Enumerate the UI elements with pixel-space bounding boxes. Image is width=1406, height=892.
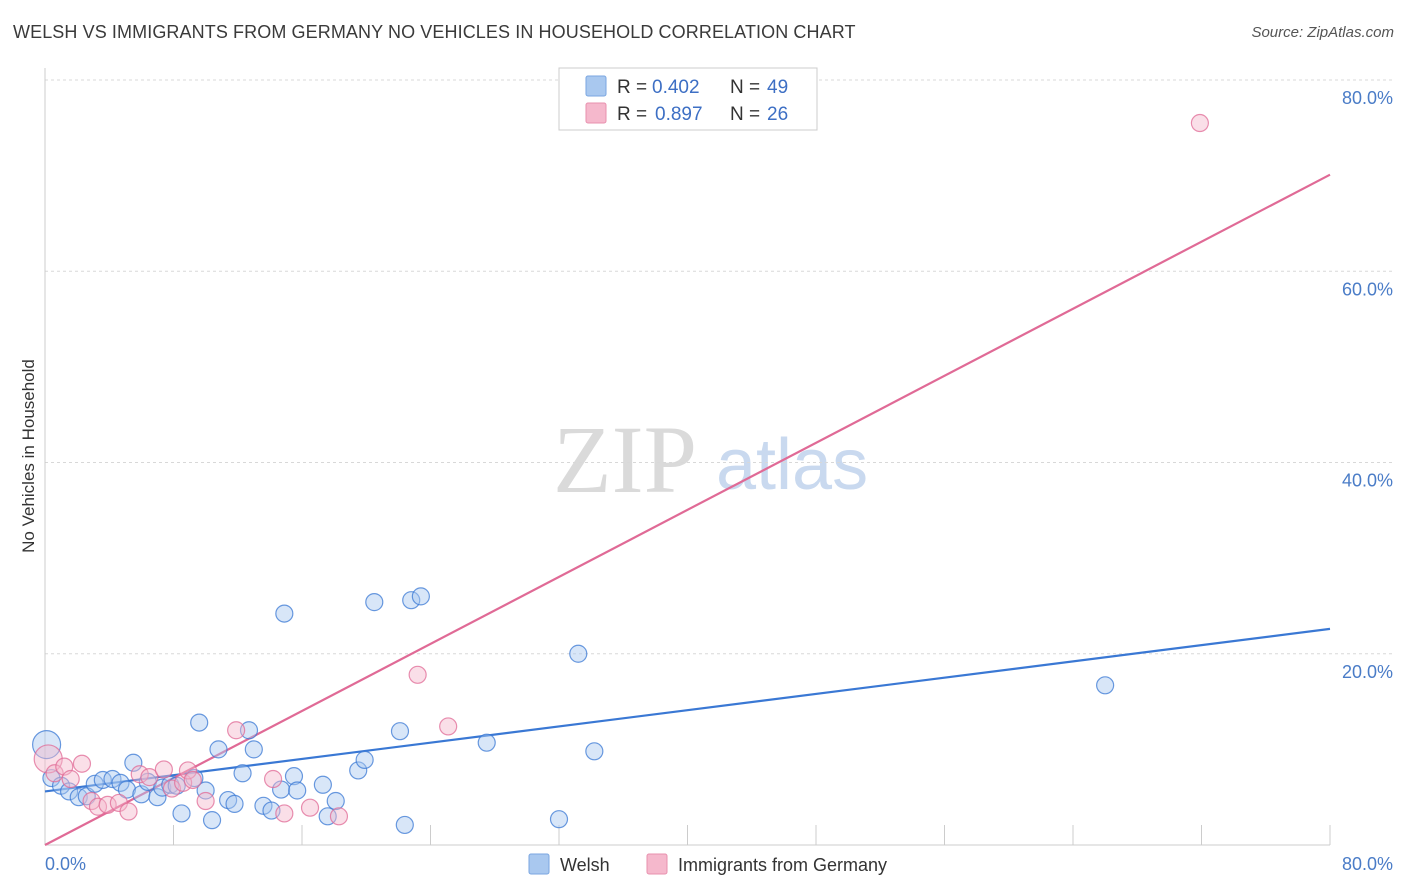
data-point-welsh [124,753,143,772]
data-point-welsh [117,780,137,799]
legend-r-label-welsh: R = [617,77,647,98]
data-point-germany [119,802,138,821]
grid-layer [45,79,1393,655]
stats-legend: R = 0.402 N = 49 R = 0.897 N = 26 [558,67,818,131]
source-credit: Source: ZipAtlas.com [1251,24,1394,41]
y-tick-label: 60.0% [1342,279,1393,299]
axis-layer: 20.0% 40.0% 60.0% 80.0% 0.0% 80.0% [44,68,1393,874]
legend-swatch-germany [585,102,607,124]
trend-layer [44,173,1331,846]
data-point-germany [439,717,458,736]
legend-n-value-germany: 26 [767,104,788,125]
legend-swatch-welsh [585,75,607,97]
data-point-germany [72,754,92,773]
data-point-welsh [395,815,414,835]
legend-r-value-welsh: 0.402 [652,77,700,98]
data-point-welsh [365,593,384,612]
data-point-germany [61,769,80,789]
legend-n-value-welsh: 49 [767,77,788,98]
data-point-welsh [349,761,368,780]
data-point-welsh [239,721,259,740]
legend-n-label-welsh: N = [730,77,760,98]
legend-n-label-germany: N = [730,104,760,125]
y-tick-label: 80.0% [1342,88,1393,108]
data-point-welsh [549,810,569,829]
data-point-germany [45,764,64,783]
series-legend-swatch-welsh [528,853,550,875]
data-point-welsh [313,775,332,794]
data-point-germany [300,798,320,817]
data-point-germany [275,804,294,823]
data-point-welsh [477,733,496,752]
data-point-welsh [411,587,430,606]
data-point-germany [178,761,198,780]
data-point-welsh [202,811,222,830]
data-point-welsh [390,722,410,741]
data-point-welsh [569,644,588,663]
data-point-germany [227,721,246,740]
data-point-welsh [284,767,304,786]
data-point-welsh [275,604,294,623]
data-point-germany [154,760,173,779]
series-legend-label-welsh: Welsh [560,855,610,875]
trend-line-germany [44,173,1331,846]
series-legend-swatch-germany [646,853,668,875]
watermark-atlas: atlas [716,425,868,505]
data-point-germany [196,791,215,811]
data-point-welsh [225,794,244,813]
data-point-welsh [233,764,252,783]
data-point-germany [162,779,181,798]
data-point-welsh [288,781,307,800]
data-point-welsh [196,781,215,800]
data-point-welsh [148,788,167,807]
data-point-germany [408,665,427,684]
y-tick-label: 40.0% [1342,471,1393,491]
series-legend: Welsh Immigrants from Germany [528,853,887,875]
y-tick-label: 20.0% [1342,662,1393,682]
watermark-zip: ZIP [553,406,697,513]
series-legend-label-germany: Immigrants from Germany [678,855,887,875]
data-point-germany [263,769,283,789]
data-point-welsh [111,773,130,792]
data-point-welsh [326,791,345,811]
trend-line-welsh [44,627,1331,793]
data-point-germany [1190,113,1209,133]
data-point-welsh [209,740,228,759]
data-point-germany [140,768,159,787]
legend-r-value-germany: 0.897 [655,104,703,125]
x-tick-label: 80.0% [1342,854,1393,874]
data-point-welsh [190,713,209,732]
y-axis-title: No Vehicles in Household [19,359,38,553]
data-point-welsh [355,750,374,769]
data-point-welsh [93,770,112,790]
points-layer [32,113,1209,835]
data-point-germany [98,795,117,814]
legend-r-label-germany: R = [617,104,647,125]
chart-title: WELSH VS IMMIGRANTS FROM GERMANY NO VEHI… [13,22,856,42]
data-point-welsh [244,740,263,759]
x-tick-label: 0.0% [45,854,86,874]
data-point-germany [329,807,349,826]
data-point-welsh [402,591,421,610]
data-point-welsh [1096,676,1115,695]
data-point-welsh [172,804,191,823]
data-point-germany [183,770,202,790]
data-point-welsh [585,742,604,761]
